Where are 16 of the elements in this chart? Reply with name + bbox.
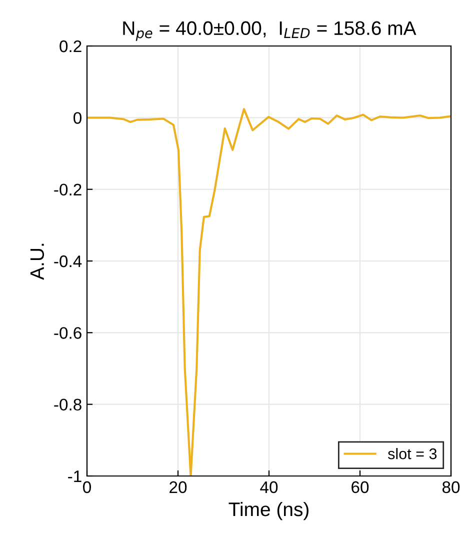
x-tick-label: 20 — [170, 481, 187, 494]
y-tick-label: -0.8 — [54, 398, 82, 411]
x-tick-label: 40 — [260, 481, 278, 494]
y-tick-label: 0 — [74, 112, 82, 124]
x-tick-label: 0 — [83, 481, 91, 494]
x-tick-label: 80 — [442, 481, 460, 494]
y-tick-label: 0.2 — [60, 40, 82, 52]
x-tick-label: 60 — [352, 481, 369, 494]
legend-label: slot = 3 — [388, 448, 437, 460]
chart-title: N$_{pe}$ = 40.0±0.00, I$_{LED}$ = 158.6 mA — [123, 21, 416, 41]
x-axis-title: Time (ns) — [228, 502, 308, 520]
y-tick-label: -0.6 — [54, 327, 82, 339]
y-axis-title: A.U. — [30, 244, 44, 280]
y-tick-label: -0.4 — [54, 255, 82, 268]
y-tick-label: -1 — [68, 470, 82, 482]
y-tick-label: -0.2 — [54, 184, 82, 196]
